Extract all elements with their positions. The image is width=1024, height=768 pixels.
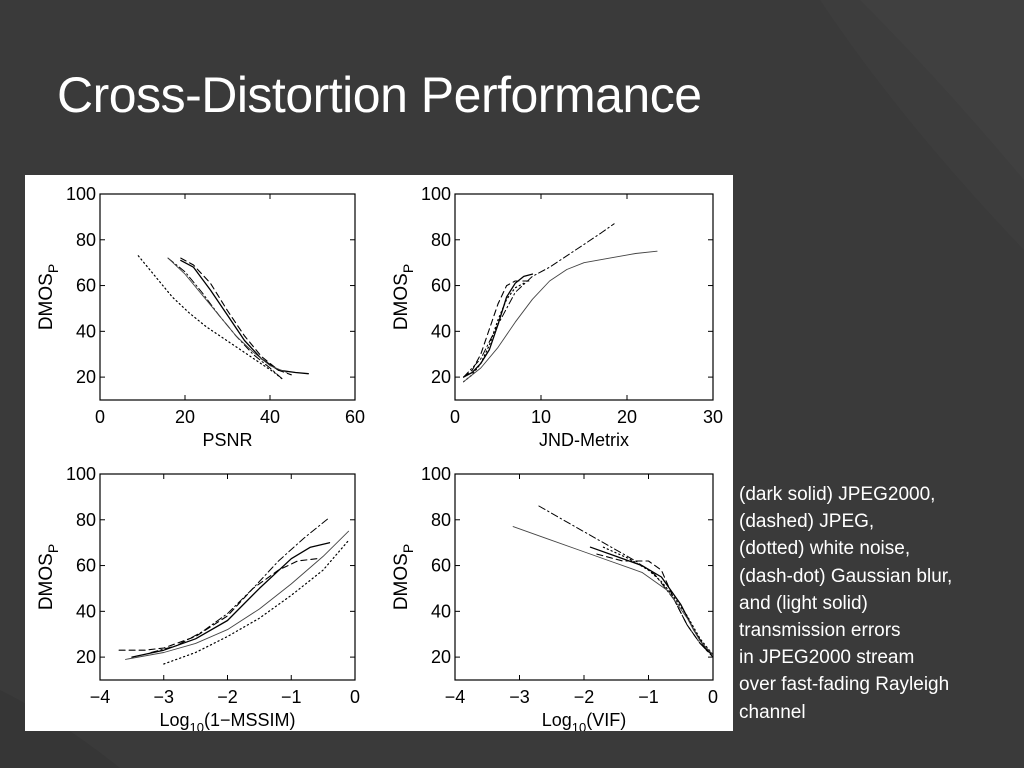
x-tick-label: 0 [450, 407, 460, 427]
series-line-dotted [137, 255, 284, 380]
subplot-2: 0 10 20 30 20 40 60 80 100 JND-Metrix DMOSP [391, 184, 723, 450]
y-axis-label: DMOSP [36, 544, 61, 610]
y-tick-label: 20 [76, 647, 96, 667]
y-tick-label: 60 [76, 276, 96, 296]
y-tick-label: 100 [66, 184, 96, 204]
x-tick-label: −1 [638, 687, 659, 707]
x-axis-label: PSNR [202, 430, 252, 450]
plot-frame [99, 193, 356, 401]
series-line-dotted [163, 539, 350, 665]
x-tick-label: −3 [153, 687, 174, 707]
caption-line: (dotted) white noise, [739, 538, 911, 560]
plot-frame [99, 473, 356, 681]
series-line-dashed [118, 558, 318, 651]
series-line-dashed [180, 257, 292, 376]
x-tick-label: 40 [260, 407, 280, 427]
y-tick-label: 40 [431, 601, 451, 621]
series-line-solid [180, 259, 309, 375]
x-tick-label: 20 [175, 407, 195, 427]
caption-line: (dark solid) JPEG2000, [739, 484, 936, 505]
plot-frame [454, 473, 714, 681]
y-tick-label: 60 [76, 556, 96, 576]
y-axis-label: DMOSP [391, 264, 416, 330]
y-tick-label: 20 [431, 647, 451, 667]
caption-line: over fast-fading Rayleigh [739, 674, 950, 696]
series-line-dashed [463, 280, 533, 378]
x-tick-label: 60 [345, 407, 365, 427]
caption-line: in JPEG2000 stream [739, 647, 915, 669]
plot-frame [454, 193, 714, 401]
y-tick-label: 80 [431, 510, 451, 530]
x-axis-label: JND-Metrix [539, 430, 629, 450]
y-tick-label: 80 [76, 510, 96, 530]
series-line-dash-dot [463, 223, 615, 378]
x-tick-label: 0 [350, 687, 360, 707]
y-tick-label: 80 [76, 230, 96, 250]
x-tick-label: 0 [708, 687, 718, 707]
x-tick-label: −2 [217, 687, 238, 707]
y-tick-label: 40 [431, 321, 451, 341]
y-tick-label: 60 [431, 556, 451, 576]
subplot-1: 0 20 40 60 20 40 60 80 100 PSNR DMOSP [36, 184, 365, 450]
y-tick-label: 40 [76, 321, 96, 341]
series-line-solid [131, 542, 331, 658]
y-tick-label: 100 [421, 184, 451, 204]
y-tick-label: 20 [76, 367, 96, 387]
figure-panel: 0 20 40 60 20 40 60 80 100 PSNR DMOSP 0 10 20 30 20 40 60… [25, 175, 733, 731]
subplot-4: −4 −3 −2 −1 0 20 40 60 80 100 Log10(VIF) DMOSP [391, 464, 718, 731]
slide-title: Cross-Distortion Performance [57, 67, 702, 123]
series-line-solid-light [512, 526, 714, 656]
x-tick-label: 20 [617, 407, 637, 427]
caption-line: (dash-dot) Gaussian blur, [739, 565, 953, 587]
x-tick-label: 0 [95, 407, 105, 427]
caption-line: transmission errors [739, 620, 901, 642]
x-axis-label: Log10(VIF) [542, 710, 627, 731]
y-tick-label: 40 [76, 601, 96, 621]
subplot-3: −4 −3 −2 −1 0 20 40 60 80 100 Log10(1−MSSIM) DMOSP [36, 464, 360, 731]
x-tick-label: −4 [90, 687, 111, 707]
x-tick-label: 10 [531, 407, 551, 427]
caption-line: and (light solid) [739, 592, 868, 614]
x-tick-label: −2 [574, 687, 595, 707]
y-tick-label: 20 [431, 367, 451, 387]
caption-line: channel [739, 701, 806, 723]
series-line-dash-dot [150, 517, 330, 653]
caption-line: (dashed) JPEG, [739, 511, 875, 533]
y-axis-label: DMOSP [391, 544, 416, 610]
series-line-dashed [596, 553, 714, 656]
x-tick-label: 30 [703, 407, 723, 427]
x-tick-label: −4 [445, 687, 466, 707]
y-tick-label: 100 [421, 464, 451, 484]
x-axis-label: Log10(1−MSSIM) [159, 710, 295, 731]
y-tick-label: 60 [431, 276, 451, 296]
x-tick-label: −3 [509, 687, 530, 707]
y-axis-label: DMOSP [36, 264, 61, 330]
series-line-solid-light [125, 530, 350, 660]
figure-plots: 0 20 40 60 20 40 60 80 100 PSNR DMOSP 0 10 20 30 20 40 60… [36, 184, 723, 731]
series-line-dash-dot [538, 505, 714, 658]
series-line-solid-light [167, 257, 288, 373]
series-line-solid [589, 546, 714, 656]
caption: (dark solid) JPEG2000, (dashed) JPEG, (d… [739, 481, 1019, 726]
series-line-solid-light [463, 250, 658, 383]
x-tick-label: −1 [281, 687, 302, 707]
y-tick-label: 100 [66, 464, 96, 484]
y-tick-label: 80 [431, 230, 451, 250]
